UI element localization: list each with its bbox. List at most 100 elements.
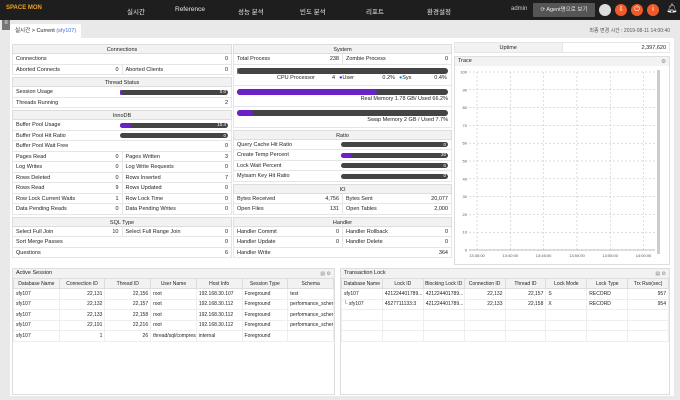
table-cell (341, 330, 383, 342)
metric-label: Session Usage (16, 89, 53, 95)
nav-performance[interactable]: 성능 분석 (238, 9, 264, 16)
sys-dot-icon: ● (398, 74, 403, 81)
cpu-block: CPU Processor 4 ● User 0.2% ● Sys 0.4% (233, 64, 452, 86)
column-header-database-name[interactable]: Database Name (341, 278, 383, 289)
export-icon[interactable]: ▤ ⚙ (320, 271, 331, 277)
nav-realtime[interactable]: 실시간 (127, 9, 145, 16)
column-header-lock-type[interactable]: Lock Type (586, 278, 629, 289)
metric-value: 0 (335, 239, 339, 245)
innodb-header: InnoDB (12, 110, 232, 120)
table-row[interactable]: └ sfy107 4527711133:3 421224401789... 22,13… (341, 298, 669, 310)
table-cell: S (545, 288, 588, 300)
nav-report[interactable]: 리포트 (366, 9, 384, 16)
column-header-blocking-lock-id[interactable]: Blocking Lock ID (422, 278, 465, 289)
column-header-thread-id[interactable]: Thread ID (504, 278, 547, 289)
column-header-user-name[interactable]: User Name (150, 278, 197, 289)
column-header-connection-id[interactable]: Connection ID (58, 278, 106, 289)
table-cell (341, 319, 383, 331)
breadcrumb-db[interactable]: (sfy107) (56, 28, 77, 34)
metric-pages-read: Pages Read 0 (13, 151, 123, 161)
metric-row-lock-current-waits: Row Lock Current Waits 1 (13, 193, 123, 203)
x-tick-label: 13:35:00 (469, 253, 485, 258)
table-cell: sfy107 (13, 288, 60, 300)
last-update-time: 최종 변경 시간 : 2019-08-11 14:00:40 (589, 28, 670, 34)
info-icon[interactable]: i (647, 4, 659, 16)
x-tick-label: 13:45:00 (536, 253, 552, 258)
metric-row-lock-time: Row Lock Time 0 (123, 194, 232, 204)
bell-icon[interactable]: 🔔︎ (666, 3, 678, 13)
metric-value: 0 (115, 153, 119, 160)
chart-settings-icon[interactable]: ⚙ (661, 58, 666, 65)
table-cell: Foreground (241, 298, 289, 310)
column-header-lock-mode[interactable]: Lock Mode (545, 278, 588, 289)
bar-fill (341, 152, 352, 158)
table-cell: Foreground (241, 330, 289, 342)
transaction-lock-table: Database Name Lock ID Blocking Lock ID Conn… (341, 278, 669, 342)
total-process-label: Total Process (237, 56, 271, 62)
y-tick-label: 50 (463, 158, 468, 163)
nav-frequency[interactable]: 빈도 분석 (300, 9, 326, 16)
table-cell: RECORD (586, 288, 629, 300)
column-header-connection-id[interactable]: Connection ID (463, 278, 506, 289)
table-cell: thread/sql/compress_gtid··· (150, 330, 197, 342)
metric-label: Handler Write (237, 249, 271, 256)
agent-view-button[interactable]: ⟳ Agent명으로 보기 (533, 3, 595, 17)
table-cell (381, 330, 424, 342)
metric-threads-running: Threads Running 2 (13, 98, 231, 108)
column-header-session-type[interactable]: Session Type (241, 278, 289, 289)
table-cell: 192.168.30.112 (195, 298, 243, 310)
y-tick-label: 80 (463, 105, 468, 110)
metric-pages-written: Pages Written 3 (123, 152, 232, 162)
total-process-value: 238 (329, 56, 339, 62)
table-row[interactable]: sfy107 22,133 22,158 root 192.168.30.112 Fore… (13, 309, 334, 321)
breadcrumb-path: 실시간 > Current (15, 28, 57, 34)
column-header-thread-id[interactable]: Thread ID (104, 278, 152, 289)
table-cell: 22,157 (104, 298, 152, 310)
real-memory-bar (237, 88, 448, 95)
metric-label: Pages Read (16, 153, 47, 160)
table-row[interactable]: sfy107 22,132 22,157 root 192.168.30.112 Fore… (13, 298, 334, 310)
column-header-trx-run-sec[interactable]: Trx Run(sec) (627, 278, 669, 289)
nav-reference[interactable]: Reference (175, 6, 205, 13)
table-cell: 1 (58, 330, 106, 342)
metric-handler-write: Handler Write 364 (234, 248, 451, 258)
column-header-host-info[interactable]: Host Info (195, 278, 243, 289)
uptime-label: Uptime (455, 43, 563, 52)
handler-header: Handler (233, 216, 452, 227)
table-row[interactable]: sfy107 22,191 22,216 root 192.168.30.112 Fore… (13, 319, 334, 331)
chart-scrollbar[interactable] (657, 69, 660, 254)
metric-buffer-pool-hit-ratio: Buffer Pool Hit Ratio 0 (13, 131, 231, 141)
sql-type-header: SQL Type (12, 216, 232, 227)
table-row[interactable]: sfy107 22,131 22,156 root 192.168.30.107 Fore… (13, 288, 334, 300)
column-header-lock-id[interactable]: Lock ID (381, 278, 424, 289)
table-row[interactable]: sfy107 421224401789... 421224401789... 22,1… (341, 288, 669, 300)
active-session-table: Database Name Connection ID Thread ID User … (13, 278, 334, 342)
table-cell (341, 309, 383, 321)
metric-sort-merge-passes: Sort Merge Passes 0 (13, 237, 231, 247)
table-cell: performance_schema (287, 309, 334, 321)
export-icon[interactable]: ▤ ⚙ (655, 271, 666, 277)
globe-icon[interactable] (599, 4, 611, 16)
column-header-schema[interactable]: Schema (287, 278, 334, 289)
metric-label: Rows Updated (125, 185, 162, 191)
table-row[interactable]: sfy107126thread/sql/compress_gtid···inte… (13, 330, 334, 342)
bar-value: 20 (440, 152, 446, 157)
column-header-database-name[interactable]: Database Name (13, 278, 60, 289)
metric-row: Handler Write 364 (233, 247, 452, 258)
download-icon[interactable]: ⇩ (615, 4, 627, 16)
bar-value: 10.4 (217, 122, 226, 127)
y-tick-label: 20 (463, 211, 468, 216)
table-cell: Foreground (241, 319, 289, 331)
sidebar-toggle-icon[interactable]: ≡ (2, 20, 10, 30)
nav-settings[interactable]: 환경설정 (427, 9, 451, 16)
y-tick-label: 100 (460, 69, 467, 74)
lock-wait-percent-bar: 0 (341, 163, 448, 168)
swap-memory-block: Swap Memory 2 GB / Used 7.7% (233, 106, 452, 128)
bar-fill (120, 89, 123, 95)
table-cell (422, 309, 465, 321)
cpu-count: 4 (332, 74, 336, 81)
metric-value: 0 (224, 66, 228, 73)
thread-status-header: Thread Status (12, 77, 232, 87)
buffer-pool-hit-ratio-bar: 0 (120, 133, 228, 138)
power-icon[interactable]: ⏻ (631, 4, 643, 16)
